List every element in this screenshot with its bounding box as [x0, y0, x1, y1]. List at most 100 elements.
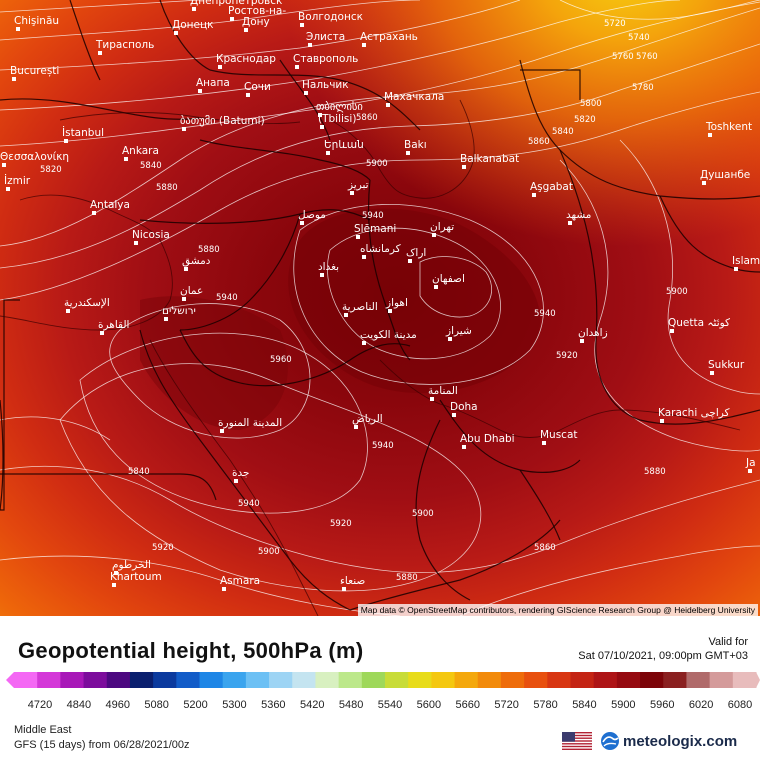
city-label: الخرطوم	[112, 559, 151, 571]
city-label: თბილისი	[316, 101, 363, 113]
city-marker	[66, 309, 70, 313]
city-marker	[234, 479, 238, 483]
color-scale-cell	[709, 672, 734, 688]
city-marker	[112, 583, 116, 587]
city-marker	[300, 221, 304, 225]
color-scale-cell	[431, 672, 456, 688]
color-scale-tick: 5600	[417, 699, 441, 711]
contour-value-label: 5840	[552, 127, 574, 137]
city-marker	[568, 221, 572, 225]
contour-value-label: 5820	[40, 165, 62, 175]
color-scale-cell	[37, 672, 61, 688]
city-marker	[114, 571, 118, 575]
color-scale-tick: 5540	[378, 699, 402, 711]
city-marker	[320, 273, 324, 277]
city-label: Ростов-на-	[228, 5, 286, 17]
city-marker	[220, 429, 224, 433]
city-marker	[406, 151, 410, 155]
color-scale-cell	[616, 672, 641, 688]
city-marker	[174, 31, 178, 35]
city-marker	[670, 329, 674, 333]
city-marker	[432, 233, 436, 237]
color-scale-cell	[60, 672, 85, 688]
city-label: اصفهان	[432, 273, 465, 285]
city-marker	[452, 413, 456, 417]
city-label: ბათუმი (Batumi)	[180, 115, 265, 127]
city-label: Сочи	[244, 81, 271, 93]
color-scale-high-arrow	[756, 672, 760, 688]
color-scale-cell	[570, 672, 595, 688]
contour-value-label: 5860	[534, 543, 556, 553]
city-label: الرياض	[352, 413, 383, 425]
city-label: (Tbilisi)	[318, 113, 356, 125]
color-scale-tick: 5660	[456, 699, 480, 711]
city-marker	[164, 317, 168, 321]
contour-value-label: 5940	[534, 309, 556, 319]
city-label: تبریز	[347, 179, 369, 191]
contour-value-label: 5760	[612, 52, 634, 62]
contour-value-label: 5780	[632, 83, 654, 93]
color-scale-tick: 4840	[67, 699, 91, 711]
color-scale-tick: 5080	[144, 699, 168, 711]
color-scale-cell	[129, 672, 154, 688]
city-marker	[532, 193, 536, 197]
height-maximum-core	[288, 208, 541, 394]
city-label: Abu Dhabi	[460, 433, 515, 445]
city-label: Донецк	[172, 19, 213, 31]
contour-value-label: 5940	[372, 441, 394, 451]
color-scale-tick: 5900	[611, 699, 635, 711]
color-scale-cell	[338, 672, 363, 688]
city-marker	[304, 91, 308, 95]
geopotential-height-map[interactable]: 5720 5740 5760 5760 5780 5800 5820 5840 5860 5860…	[0, 0, 760, 616]
contour-value-label: 5860	[528, 137, 550, 147]
color-scale-tick: 6080	[728, 699, 752, 711]
city-marker	[2, 163, 6, 167]
city-marker	[362, 43, 366, 47]
color-scale-cell	[524, 672, 548, 688]
city-marker	[748, 469, 752, 473]
contour-value-label: 5960	[270, 355, 292, 365]
city-marker	[6, 187, 10, 191]
contour-value-label: 5900	[258, 547, 280, 557]
contour-value-label: 5880	[396, 573, 418, 583]
city-label: Երևան	[324, 139, 364, 151]
city-marker	[430, 397, 434, 401]
city-marker	[222, 587, 226, 591]
height-core-west	[140, 296, 288, 430]
us-flag-icon[interactable]	[562, 732, 592, 750]
color-scale-tick: 5360	[261, 699, 285, 711]
meteologix-globe-icon	[601, 732, 619, 750]
color-scale-cell	[454, 672, 479, 688]
contour-value-label: 5740	[628, 33, 650, 43]
color-scale-tick: 5480	[339, 699, 363, 711]
color-scale-tick: 5720	[494, 699, 518, 711]
contour-lines	[0, 0, 760, 616]
city-label: المنامة	[428, 385, 458, 397]
city-marker	[356, 235, 360, 239]
city-label: صنعاء	[340, 575, 365, 587]
city-marker	[354, 425, 358, 429]
city-marker	[308, 43, 312, 47]
city-label: موصل	[298, 209, 326, 221]
city-label: اهواز	[385, 297, 408, 309]
city-marker	[16, 27, 20, 31]
color-scale-cell	[361, 672, 386, 688]
city-label: Тирасполь	[95, 39, 154, 51]
city-marker	[300, 23, 304, 27]
city-label: Душанбе	[700, 169, 750, 181]
city-marker	[462, 165, 466, 169]
city-label: Nicosia	[132, 229, 170, 241]
city-label: Днепропетровск	[190, 0, 282, 7]
color-scale-tick: 6020	[689, 699, 713, 711]
contour-value-label: 5880	[198, 245, 220, 255]
city-marker	[710, 371, 714, 375]
city-label: كرمانشاه	[360, 243, 401, 255]
city-marker	[434, 285, 438, 289]
city-label: شيراز	[445, 325, 472, 337]
map-title: Geopotential height, 500hPa (m)	[18, 638, 364, 663]
color-scale-low-arrow	[6, 672, 14, 688]
meteologix-logo[interactable]: meteologix.com	[600, 730, 737, 752]
map-attribution[interactable]: Map data © OpenStreetMap contributors, r…	[357, 604, 758, 616]
color-scale-cell	[106, 672, 131, 688]
color-scale-cell	[269, 672, 293, 688]
